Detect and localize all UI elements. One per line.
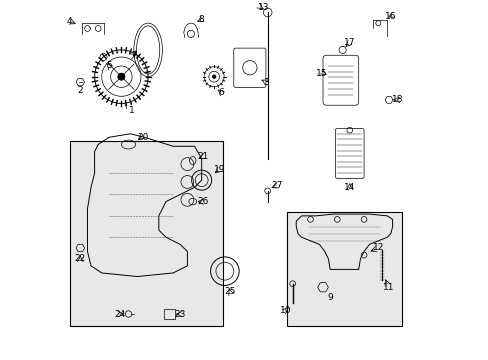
Text: 1: 1 <box>129 106 135 115</box>
Text: 4: 4 <box>67 17 72 26</box>
Text: 5: 5 <box>106 62 112 71</box>
Text: 10: 10 <box>279 306 291 315</box>
Text: 27: 27 <box>270 181 282 190</box>
Text: 22: 22 <box>75 254 86 263</box>
Text: 26: 26 <box>197 197 209 206</box>
Text: 11: 11 <box>383 283 394 292</box>
Text: 25: 25 <box>224 287 235 296</box>
Text: 12: 12 <box>372 243 383 252</box>
Text: 17: 17 <box>344 38 355 47</box>
Bar <box>287 212 401 327</box>
Text: 16: 16 <box>384 12 396 21</box>
Text: 15: 15 <box>315 69 326 78</box>
Text: 19: 19 <box>213 165 225 174</box>
Text: 20: 20 <box>137 133 148 142</box>
Text: 18: 18 <box>391 95 403 104</box>
Text: 9: 9 <box>326 293 332 302</box>
Text: 7: 7 <box>131 51 137 60</box>
Text: 14: 14 <box>344 183 355 192</box>
Bar <box>164 309 175 319</box>
Text: 3: 3 <box>263 77 268 86</box>
Circle shape <box>212 75 216 78</box>
Text: 8: 8 <box>199 15 204 24</box>
Text: 24: 24 <box>114 310 125 319</box>
Circle shape <box>118 73 125 80</box>
Bar <box>69 141 223 327</box>
Text: 13: 13 <box>258 3 269 12</box>
Text: 21: 21 <box>197 153 209 162</box>
Text: 2: 2 <box>78 86 83 95</box>
Text: 6: 6 <box>218 88 224 97</box>
Text: 23: 23 <box>174 310 185 319</box>
